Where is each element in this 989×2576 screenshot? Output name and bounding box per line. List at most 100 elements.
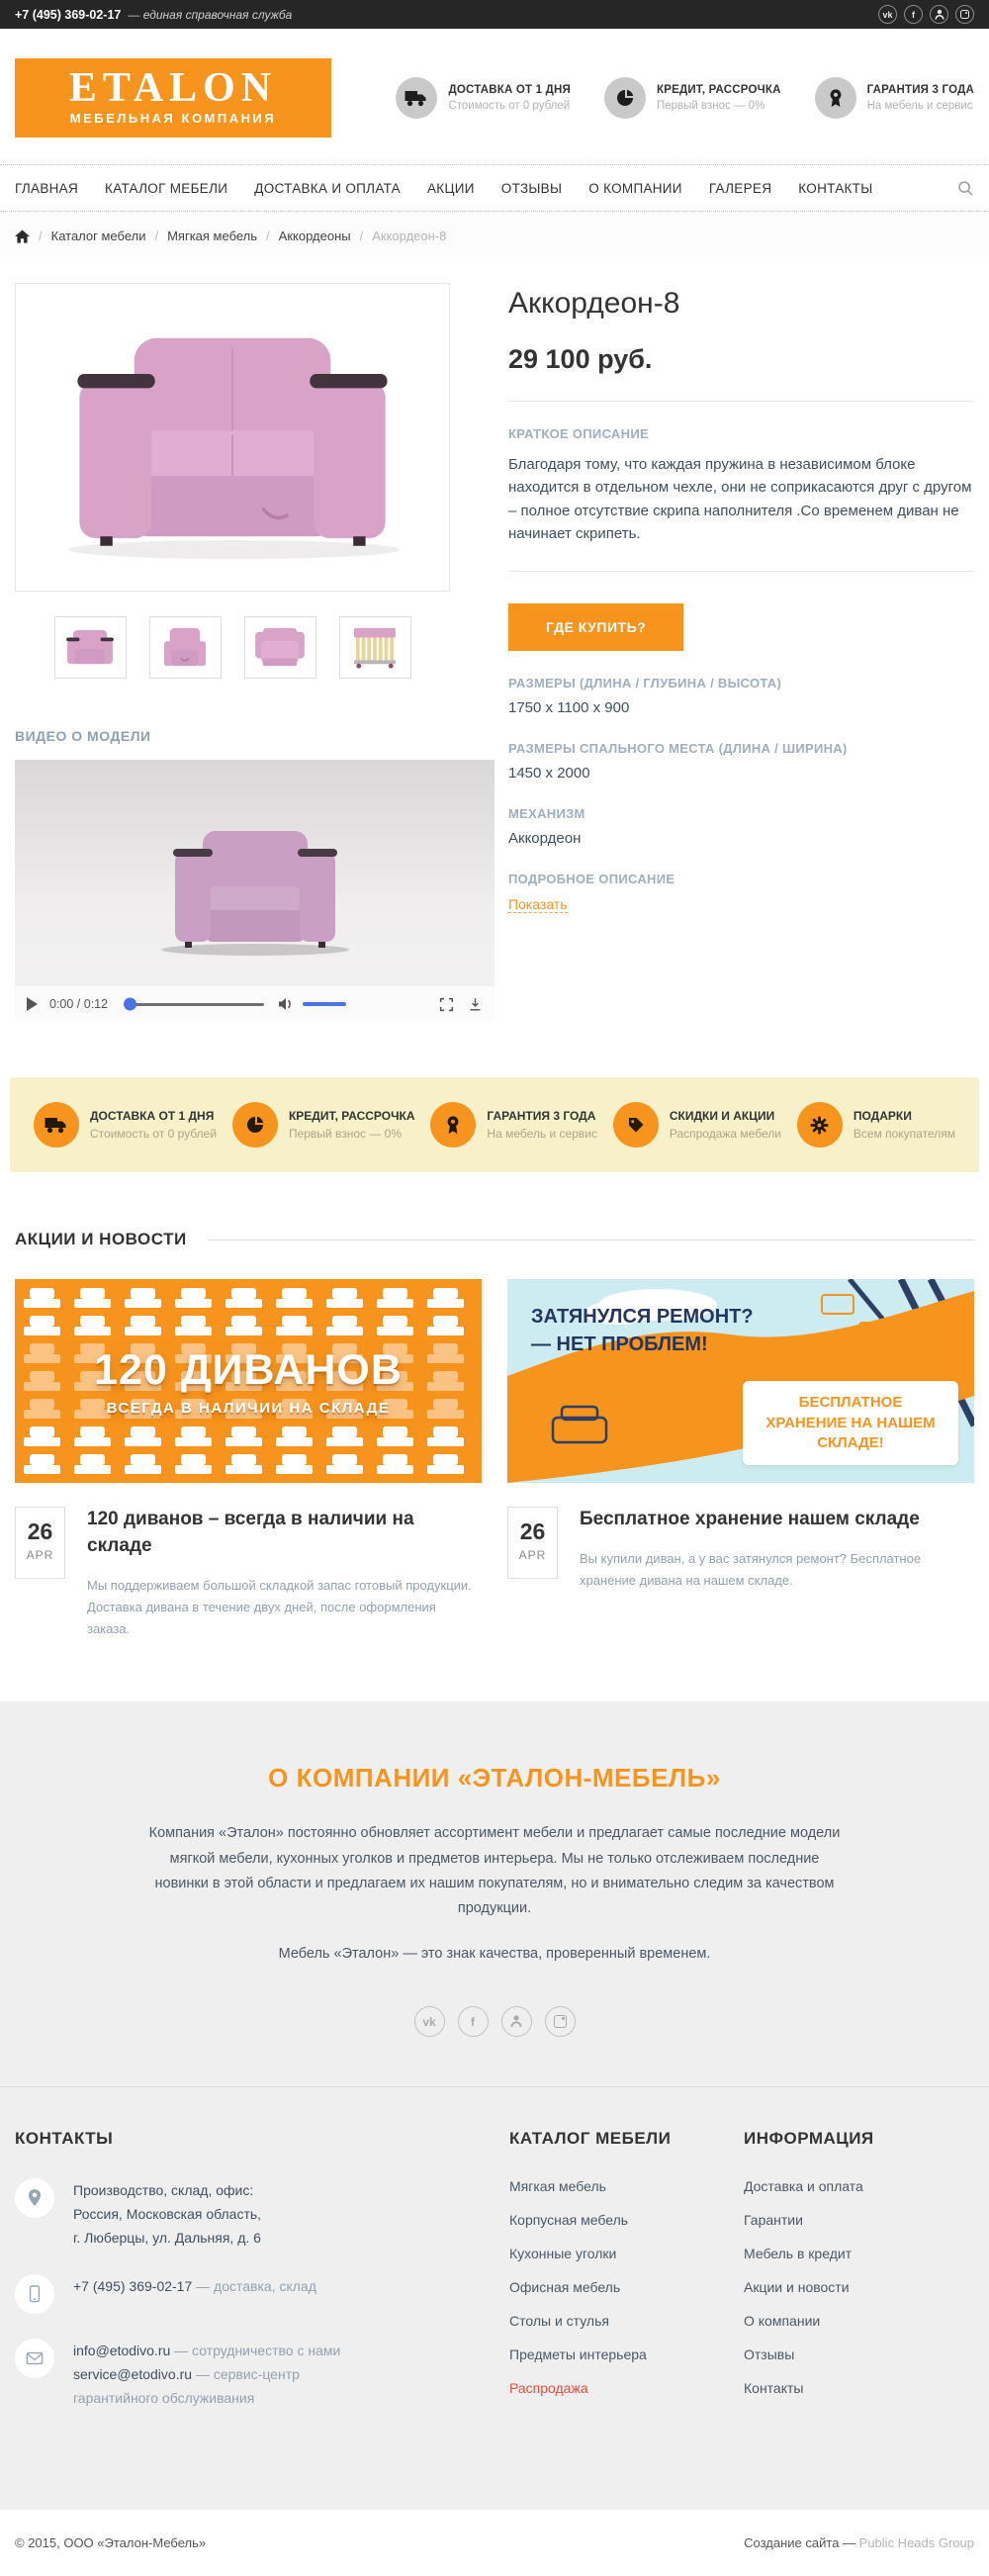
thumbnail-2[interactable] [148,616,222,679]
nav-item-home[interactable]: ГЛАВНАЯ [15,180,79,196]
spec-mechanism-label: МЕХАНИЗМ [508,806,585,821]
footer-link-office-furniture[interactable]: Офисная мебель [509,2279,621,2296]
benefit-discounts: СКИДКИ И АКЦИИ Распродажа мебели [612,1102,781,1148]
news-banner-120-sofas[interactable]: 120 ДИВАНОВ ВСЕГДА В НАЛИЧИИ НА СКЛАДЕ [15,1279,482,1483]
odnoklassniki-icon[interactable] [500,2006,532,2038]
footer-phone[interactable]: +7 (495) 369-02-17 [73,2278,193,2295]
benefit-sub: Первый взнос — 0% [656,100,765,112]
footer-link-reviews[interactable]: Отзывы [744,2346,795,2363]
footer-link-contacts[interactable]: Контакты [744,2380,804,2397]
play-icon[interactable] [27,997,38,1011]
video-time: 0:00 / 0:12 [49,997,109,1011]
download-icon[interactable] [468,997,483,1012]
fullscreen-icon[interactable] [439,997,454,1012]
credit-pie-icon [603,77,646,119]
footer-link-cabinet-furniture[interactable]: Корпусная мебель [509,2212,629,2229]
breadcrumb-separator: / [359,229,364,243]
breadcrumb-accordions[interactable]: Аккордеоны [278,229,351,243]
footer-link-credit[interactable]: Мебель в кредит [744,2246,853,2262]
footer-catalog-column: КАТАЛОГ МЕБЕЛИ Мягкая мебель Корпусная м… [509,2129,744,2436]
nav-item-promo[interactable]: АКЦИИ [427,180,475,196]
benefit-label: ПОДАРКИ [853,1109,912,1123]
footer-link-about[interactable]: О компании [744,2313,821,2330]
thumbnail-3[interactable] [243,616,316,679]
credit-pie-icon [231,1102,278,1148]
instagram-icon[interactable] [955,5,974,24]
banner-band [15,1340,482,1424]
vk-icon[interactable]: vk [878,5,897,24]
divider [508,401,974,402]
benefit-credit: КРЕДИТ, РАССРОЧКА Первый взнос — 0% [231,1102,415,1148]
product-main-image[interactable] [15,283,450,592]
breadcrumb-catalog[interactable]: Каталог мебели [50,229,146,243]
tag-icon [612,1102,659,1148]
about-paragraph-1: Компания «Эталон» постоянно обновляет ас… [148,1825,841,1917]
video-progress-handle[interactable] [124,997,137,1011]
nav-item-gallery[interactable]: ГАЛЕРЕЯ [708,180,772,196]
footer-email-note-extra: гарантийного обслуживания [73,2390,255,2407]
home-icon[interactable] [15,229,30,243]
topbar-phone[interactable]: +7 (495) 369-02-17 [15,7,122,22]
footer-link-sale[interactable]: Распродажа [509,2380,588,2397]
credits-brand-link[interactable]: Public Heads Group [858,2534,974,2550]
topbar-socials: vk f [878,5,974,24]
facebook-icon[interactable]: f [457,2006,489,2038]
facebook-icon[interactable]: f [904,5,923,24]
gear-icon [796,1102,843,1148]
breadcrumb-soft-furniture[interactable]: Мягкая мебель [167,229,258,243]
footer-email-2[interactable]: service@etodivo.ru [73,2366,193,2383]
banner2-title-line1: ЗАТЯНУЛСЯ РЕМОНТ? [531,1306,754,1328]
thumbnail-1[interactable] [53,616,127,679]
nav-item-delivery[interactable]: ДОСТАВКА И ОПЛАТА [254,180,401,196]
footer-link-news[interactable]: Акции и новости [744,2279,850,2296]
breadcrumb-current: Аккордеон-8 [372,229,447,243]
news-item-title[interactable]: Бесплатное хранение нашем складе [580,1509,920,1529]
breadcrumb: / Каталог мебели / Мягкая мебель / Аккор… [0,212,989,257]
medal-icon [814,77,856,119]
vk-icon[interactable]: vk [413,2006,445,2038]
footer-link-interior-items[interactable]: Предметы интерьера [509,2346,647,2363]
banner2-offer-box: БЕСПЛАТНОЕ ХРАНЕНИЕ НА НАШЕМ СКЛАДЕ! [743,1381,958,1465]
footer-link-kitchen-corners[interactable]: Кухонные уголки [509,2246,617,2262]
benefit-sub: Стоимость от 0 рублей [448,100,571,112]
catalog-heading: КАТАЛОГ МЕБЕЛИ [509,2129,672,2149]
search-icon[interactable] [957,180,974,197]
about-socials: vk f [0,2006,989,2038]
volume-icon[interactable] [278,997,293,1011]
banner1-subtitle: ВСЕГДА В НАЛИЧИИ НА СКЛАДЕ [106,1399,391,1417]
news-item-2: 26 APR Бесплатное хранение нашем складе … [507,1507,974,1640]
heading-rule [208,1239,974,1241]
main-nav: ГЛАВНАЯ КАТАЛОГ МЕБЕЛИ ДОСТАВКА И ОПЛАТА… [0,164,989,212]
video-sofa-frame [160,831,349,956]
instagram-icon[interactable] [544,2006,576,2038]
video-player[interactable]: 0:00 / 0:12 [15,760,494,1022]
benefit-label: ГАРАНТИЯ 3 ГОДА [487,1109,596,1123]
news-banner-free-storage[interactable]: ЗАТЯНУЛСЯ РЕМОНТ? — НЕТ ПРОБЛЕМ! БЕСПЛАТ… [507,1279,974,1483]
breadcrumb-separator: / [39,229,43,243]
logo[interactable]: ETALON МЕБЕЛЬНАЯ КОМПАНИЯ [15,58,331,138]
thumbnail-4-mechanism[interactable] [338,616,411,679]
show-detail-link[interactable]: Показать [508,896,568,913]
footer-link-delivery[interactable]: Доставка и оплата [744,2178,863,2195]
copyright: © 2015, ООО «Эталон-Мебель» [15,2534,207,2550]
contact-phone: +7 (495) 369-02-17 — доставка, склад [15,2274,509,2315]
about-section: О КОМПАНИИ «ЭТАЛОН-МЕБЕЛЬ» Компания «Эта… [0,1702,989,2088]
news-item-title[interactable]: 120 диванов – всегда в наличии на складе [87,1509,414,1556]
truck-icon [396,77,438,119]
volume-slider[interactable] [303,1002,347,1006]
footer: КОНТАКТЫ Производство, склад, офис: Росс… [0,2087,989,2510]
header-benefits: ДОСТАВКА ОТ 1 ДНЯ Стоимость от 0 рублей … [396,77,974,119]
nav-item-about[interactable]: О КОМПАНИИ [588,180,682,196]
footer-link-warranty[interactable]: Гарантии [744,2212,803,2229]
video-progress-bar[interactable] [124,997,265,1011]
where-to-buy-button[interactable]: ГДЕ КУПИТЬ? [508,603,684,651]
nav-item-contacts[interactable]: КОНТАКТЫ [798,180,873,196]
odnoklassniki-icon[interactable] [930,5,948,24]
footer-email-1[interactable]: info@etodivo.ru [73,2343,171,2359]
footer-link-tables-chairs[interactable]: Столы и стулья [509,2313,609,2330]
nav-item-reviews[interactable]: ОТЗЫВЫ [500,180,563,196]
footer-link-soft-furniture[interactable]: Мягкая мебель [509,2178,606,2195]
footer-info-column: ИНФОРМАЦИЯ Доставка и оплата Гарантии Ме… [744,2129,959,2436]
nav-item-catalog[interactable]: КАТАЛОГ МЕБЕЛИ [105,180,228,196]
benefit-label: СКИДКИ И АКЦИИ [669,1109,775,1123]
